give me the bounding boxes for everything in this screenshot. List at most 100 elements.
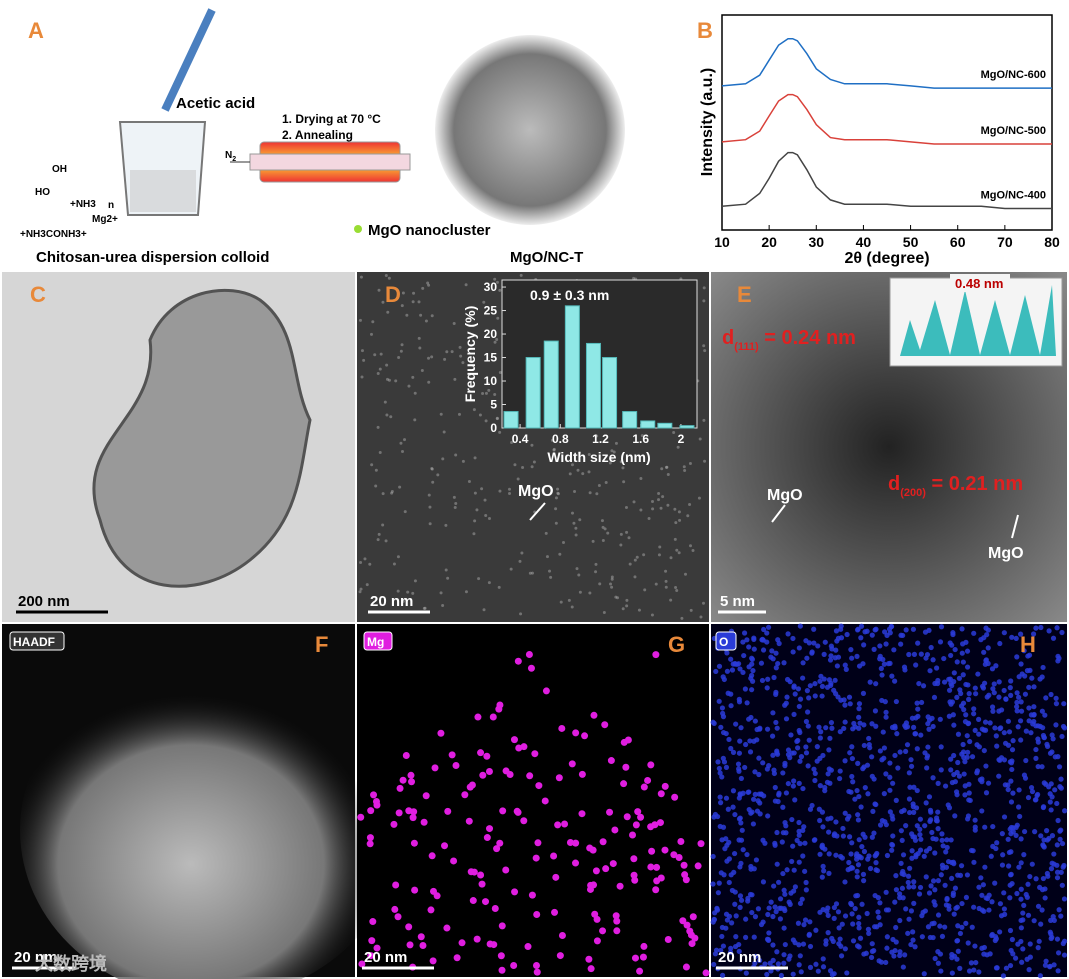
o-dot [892,947,898,954]
mg-dot [513,807,521,815]
o-dot [948,837,954,843]
mg-dot [661,846,669,854]
o-dot [922,629,929,635]
o-dot [969,924,975,930]
gas: N2 [225,150,236,163]
o-dot [1001,687,1007,694]
o-dot [932,955,938,962]
mg-dot [534,839,542,847]
mg-dot [469,897,477,905]
o-dot [718,800,724,806]
mg-dot [405,807,413,815]
o-dot [930,934,936,941]
o-dot [787,679,793,685]
o-dot [751,934,757,940]
o-dot [716,880,722,886]
noise-dot [577,451,581,455]
noise-dot [683,572,687,576]
o-dot [946,713,952,719]
o-dot [825,905,831,911]
mg-dot [670,851,678,859]
mg-dot [448,751,456,759]
noise-dot [495,338,499,342]
o-dot [985,780,992,786]
o-dot [723,795,730,801]
o-dot [893,924,899,931]
o-dot [906,916,912,922]
o-dot [900,632,906,639]
o-dot [833,819,839,825]
noise-dot [381,523,385,527]
noise-dot [441,603,445,607]
o-dot [807,919,813,925]
o-dot [765,624,772,630]
o-dot [946,687,953,693]
o-dot [760,647,767,653]
noise-dot [420,369,424,373]
o-dot [822,784,828,791]
o-dot [1048,807,1054,813]
noise-dot [376,425,380,429]
legend-entry: MgO/NC-500 [981,125,1046,137]
o-dot [765,936,771,943]
mg-dot [587,965,595,973]
o-dot [976,731,982,737]
o-dot [877,643,883,649]
o-dot [1008,849,1014,855]
noise-dot [675,589,679,593]
o-dot [874,850,880,857]
noise-dot [610,577,614,581]
mg-dot [357,813,365,821]
o-dot [927,668,933,674]
o-dot [877,900,883,906]
noise-dot [659,506,663,510]
o-dot [719,933,725,940]
o-dot [773,719,779,726]
noise-dot [362,358,366,362]
o-dot [988,853,994,859]
o-dot [750,796,757,802]
noise-dot [673,507,677,511]
o-dot [923,874,929,880]
o-dot [749,687,755,693]
mg-dot [491,905,499,913]
noise-dot [457,412,461,416]
mg-dot [682,963,690,971]
o-dot [865,791,871,797]
o-dot [880,656,886,663]
o-dot [938,744,944,750]
o-dot [889,673,895,679]
o-dot [984,694,990,700]
o-dot [902,952,908,958]
o-dot [1018,917,1024,924]
o-dot [1027,941,1033,947]
o-dot [713,668,719,675]
mg-dot [391,905,399,913]
o-dot [887,774,893,780]
o-dot [812,693,818,699]
o-dot [777,896,784,902]
o-dot [957,930,964,937]
o-dot [971,711,977,717]
o-dot [812,770,818,777]
o-dot [1054,936,1061,942]
o-dot [738,897,745,903]
o-dot [751,646,757,652]
o-dot [728,703,734,709]
o-dot [1058,869,1064,875]
mg-dot [407,771,415,779]
noise-dot [702,418,706,422]
o-dot [979,776,985,782]
o-dot [765,813,771,819]
o-dot [996,773,1002,779]
o-dot [774,861,780,867]
noise-dot [387,276,391,280]
mg-dot [572,859,580,867]
o-dot [955,759,961,766]
mg-dot [367,807,375,815]
mg-dot [533,910,541,918]
mg-dot [452,762,460,770]
noise-dot [614,441,618,445]
o-dot [1032,829,1038,835]
o-dot [790,971,796,977]
